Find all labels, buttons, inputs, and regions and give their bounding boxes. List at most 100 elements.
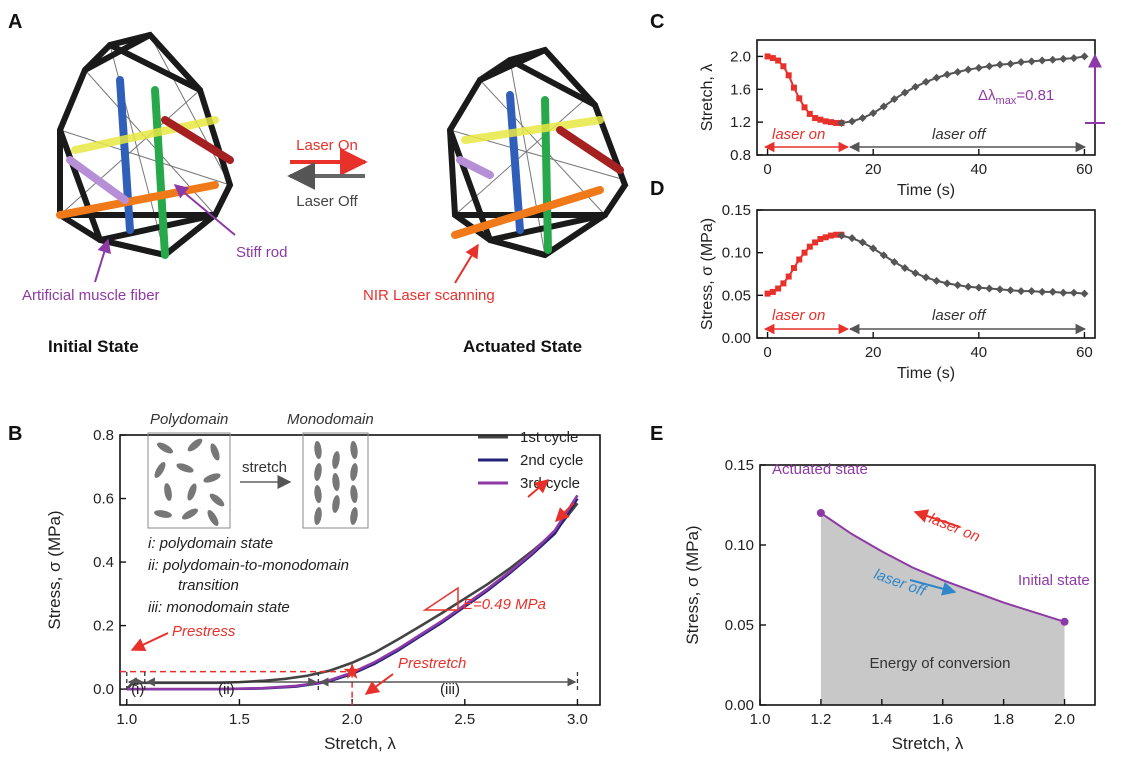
monodomain-box <box>302 432 369 529</box>
data-point <box>1059 288 1068 297</box>
data-point <box>801 104 808 111</box>
x-tick-label: 1.0 <box>116 711 137 728</box>
y-axis-label: Stress, σ (MPa) <box>45 510 64 629</box>
x-tick-label: 60 <box>1076 344 1093 361</box>
data-point <box>775 57 782 64</box>
x-tick-label: 1.2 <box>810 711 831 728</box>
data-point <box>780 280 787 287</box>
laser-on-e-label: laser on <box>927 510 983 546</box>
mesogen <box>314 485 322 503</box>
monodomain-mesogens <box>314 441 358 525</box>
x-tick-label: 60 <box>1076 161 1093 178</box>
data-point <box>1080 52 1089 61</box>
data-point <box>764 290 771 297</box>
data-point <box>1006 59 1015 68</box>
laser-on-label-c: laser on <box>772 126 825 143</box>
panel-label-d: D <box>650 178 664 200</box>
legend-label: 1st cycle <box>520 429 578 446</box>
prestretch-arrow <box>364 673 394 695</box>
mesogen <box>154 510 172 518</box>
mesogen <box>207 510 219 526</box>
data-point <box>822 118 829 125</box>
data-point <box>796 256 803 263</box>
x-tick-label: 1.6 <box>932 711 953 728</box>
prestretch-star <box>343 662 361 679</box>
initial-state-label: Initial State <box>48 337 139 356</box>
mesogen <box>182 508 198 520</box>
panel-label-e: E <box>650 423 663 445</box>
data-point <box>1048 55 1057 64</box>
data-point <box>796 95 803 102</box>
y-tick-label: 0.2 <box>93 618 114 635</box>
data-point <box>1069 288 1078 297</box>
chart-d-decorations: laser on laser off <box>763 307 1087 335</box>
nir-arrow <box>454 243 479 284</box>
mesogen <box>332 451 340 469</box>
mesogen <box>164 483 172 501</box>
data-point <box>953 281 962 290</box>
data-point <box>869 109 878 118</box>
data-point <box>827 119 834 126</box>
series-line <box>820 512 1065 623</box>
data-point <box>995 60 1004 69</box>
y-axis-label: Stress, σ (MPa) <box>683 525 702 644</box>
data-point <box>985 62 994 71</box>
x-tick-label: 40 <box>970 344 987 361</box>
laser-on-arrow-e <box>913 509 961 528</box>
seg-ii-label: (ii) <box>218 681 235 698</box>
regime-iii-text: iii: monodomain state <box>148 599 290 616</box>
y-tick-label: 0.4 <box>93 554 114 571</box>
y-tick-label: 0.15 <box>722 202 751 219</box>
data-point <box>1038 287 1047 296</box>
data-point <box>775 285 782 292</box>
prestretch-label: Prestretch <box>398 655 466 672</box>
chart-d: 0 20 40 60 0.00 0.05 0.10 0.15 Time (s) Stress, σ… <box>699 202 1096 382</box>
chart-c-decorations: Δλmax=0.81 laser on laser off <box>763 53 1105 153</box>
x-tick-label: 1.4 <box>871 711 892 728</box>
data-point <box>1017 58 1026 67</box>
data-point <box>817 116 824 123</box>
mesogen <box>209 493 225 507</box>
mesogen <box>176 463 194 473</box>
data-point <box>943 279 952 288</box>
data-point <box>932 73 941 82</box>
data-point <box>943 70 952 79</box>
modulus-triangle <box>422 586 459 611</box>
data-point <box>995 285 1004 294</box>
data-point <box>1017 287 1026 296</box>
data-point <box>790 84 797 91</box>
data-point <box>817 236 824 243</box>
y-tick-label: 0.15 <box>725 457 754 474</box>
muscle-fiber-label: Artificial muscle fiber <box>22 287 160 304</box>
data-point <box>1006 286 1015 295</box>
y-tick-label: 0.8 <box>93 427 114 444</box>
energy-label: Energy of conversion <box>870 655 1011 672</box>
initial-state-e-label: Initial state <box>1018 572 1090 589</box>
delta-lambda-label: Δλmax=0.81 <box>978 87 1054 107</box>
mesogen <box>210 443 220 461</box>
laser-on-label-d: laser on <box>772 307 825 324</box>
regime-ii-text-cont: transition <box>178 577 239 594</box>
state-point <box>1060 617 1069 626</box>
mesogen <box>350 441 358 459</box>
monodomain-label: Monodomain <box>287 411 374 428</box>
legend-label: 2nd cycle <box>520 452 583 469</box>
data-point <box>974 283 983 292</box>
data-point <box>922 77 930 86</box>
mesogen <box>187 438 203 452</box>
data-point <box>911 82 920 91</box>
x-tick-label: 1.8 <box>993 711 1014 728</box>
regime-ii-text: ii: polydomain-to-monodomain <box>148 557 349 574</box>
y-tick-label: 2.0 <box>730 48 751 65</box>
data-point <box>879 102 888 111</box>
area-fill <box>820 513 1065 705</box>
plot-frame <box>119 434 601 706</box>
prestress-arrow <box>130 632 169 651</box>
data-point <box>827 232 834 239</box>
x-tick-label: 3.0 <box>567 711 588 728</box>
data-point <box>837 231 846 240</box>
modulus-label: E=0.49 MPa <box>463 596 546 613</box>
mesogen <box>187 483 197 501</box>
x-axis-label: Time (s) <box>897 365 955 382</box>
